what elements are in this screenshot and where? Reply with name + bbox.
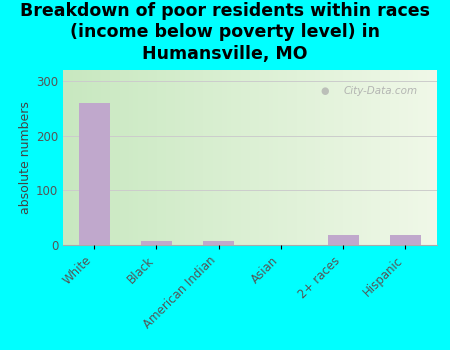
Bar — [79, 103, 110, 245]
Bar — [141, 241, 172, 245]
Bar — [390, 235, 421, 245]
Bar — [328, 235, 359, 245]
Text: Breakdown of poor residents within races
(income below poverty level) in
Humansv: Breakdown of poor residents within races… — [20, 2, 430, 63]
Y-axis label: absolute numbers: absolute numbers — [19, 101, 32, 214]
Text: City-Data.com: City-Data.com — [343, 86, 417, 96]
Text: ●: ● — [320, 86, 328, 96]
Bar — [203, 241, 234, 245]
